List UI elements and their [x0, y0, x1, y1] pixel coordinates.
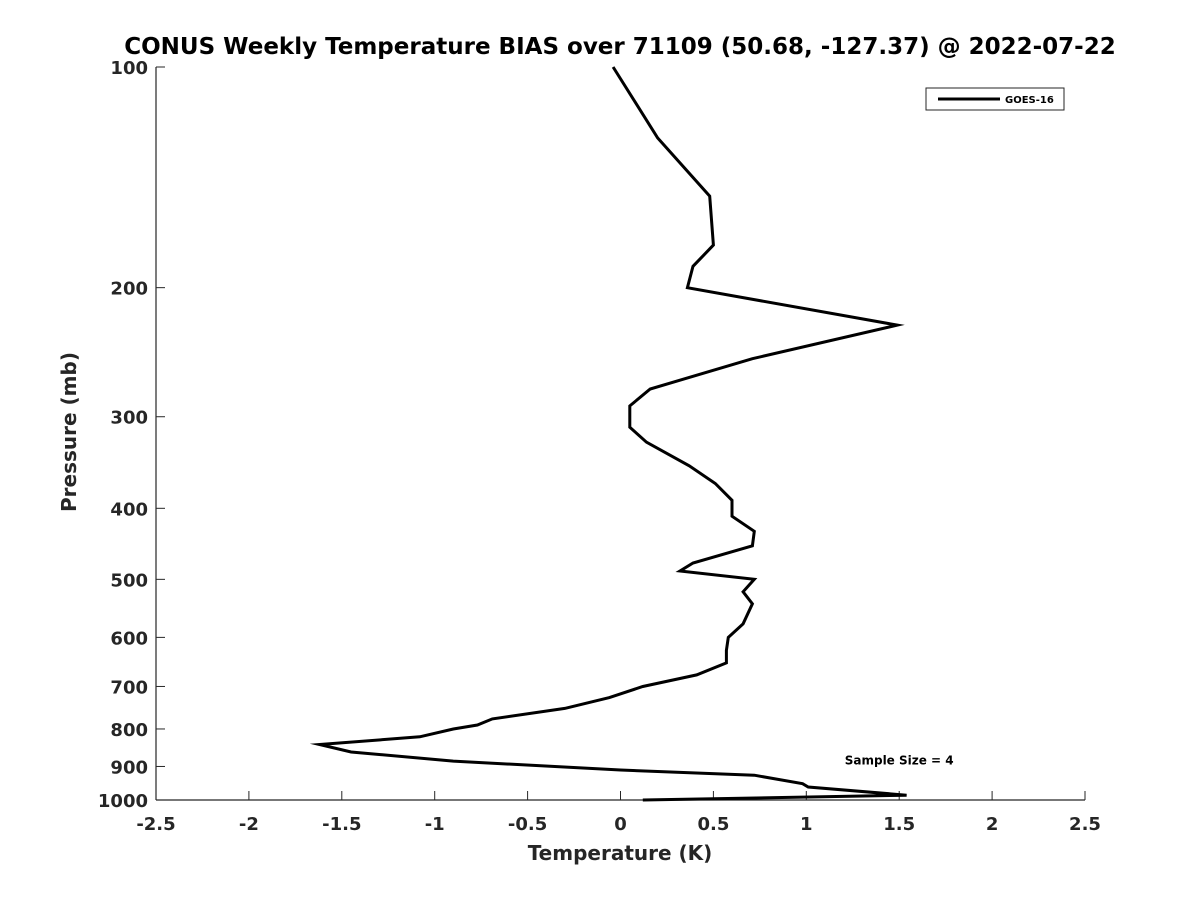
y-tick-label: 900 [110, 757, 148, 778]
x-tick-label: -1 [425, 814, 445, 835]
series-layer [309, 66, 907, 802]
x-tick-label: -1.5 [322, 814, 361, 835]
axes [155, 67, 1085, 801]
x-tick-label: -0.5 [508, 814, 547, 835]
y-tick-label: 100 [110, 58, 148, 79]
x-axis-ticks: -2.5 -2 -1.5 -1 -0.5 0 0.5 1 1.5 2 2.5 [136, 791, 1101, 835]
y-tick-label: 800 [110, 720, 148, 741]
y-tick-label: 500 [110, 570, 148, 591]
y-tick-label: 700 [110, 677, 148, 698]
y-tick-label: 600 [110, 628, 148, 649]
x-tick-label: 0.5 [697, 814, 729, 835]
legend-label-goes-16: GOES-16 [1005, 95, 1054, 106]
x-tick-label: -2.5 [136, 814, 175, 835]
x-tick-label: -2 [239, 814, 259, 835]
chart-title: CONUS Weekly Temperature BIAS over 71109… [124, 34, 1115, 60]
y-tick-label: 200 [110, 279, 148, 300]
y-tick-label: 400 [110, 499, 148, 520]
y-tick-label: 300 [110, 408, 148, 429]
x-tick-label: 2 [986, 814, 999, 835]
x-tick-label: 2.5 [1069, 814, 1101, 835]
legend: GOES-16 [925, 87, 1065, 111]
y-axis-label: Pressure (mb) [57, 352, 81, 512]
y-tick-label: 1000 [98, 791, 148, 812]
x-tick-label: 1 [800, 814, 813, 835]
x-tick-label: 1.5 [883, 814, 915, 835]
series-line-goes-16 [309, 66, 907, 802]
y-axis-ticks: 100 200 300 400 500 600 700 800 900 1000 [98, 58, 165, 812]
x-tick-label: 0 [614, 814, 627, 835]
x-axis-label: Temperature (K) [528, 841, 713, 865]
sample-size-annotation: Sample Size = 4 [845, 753, 954, 767]
